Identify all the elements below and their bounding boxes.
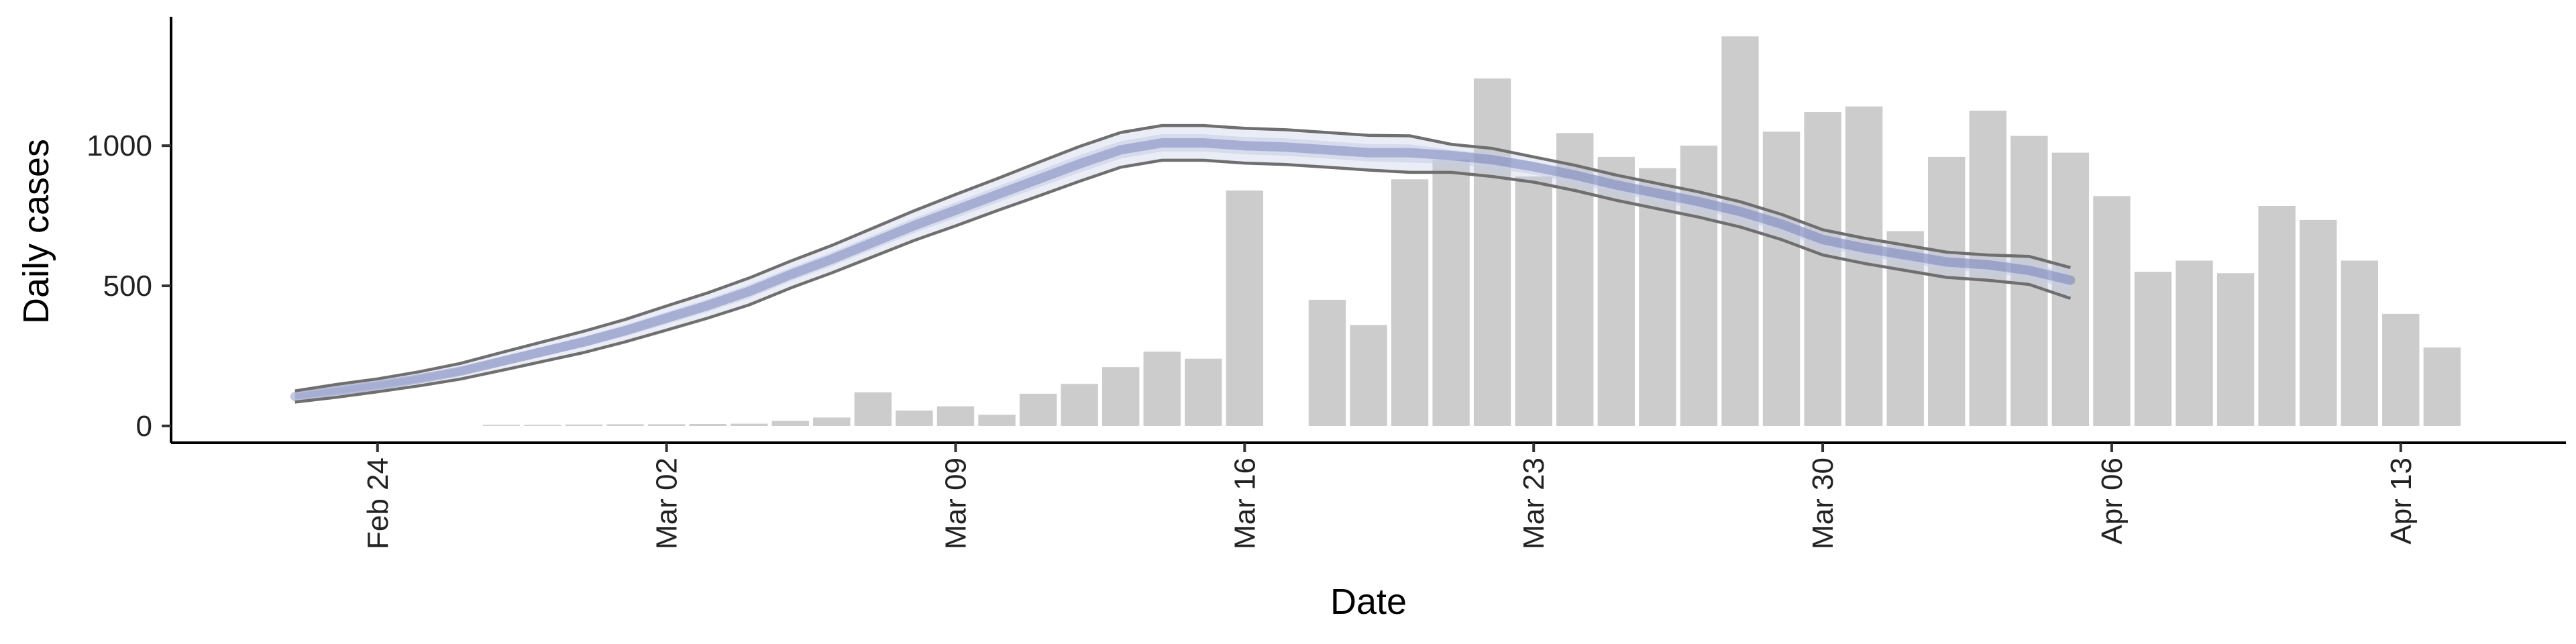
bar xyxy=(2341,260,2378,426)
x-tick-labels: Feb 24 Mar 02 Mar 09 Mar 16 Mar 23 Mar 30 Apr … xyxy=(362,458,2418,549)
x-tick-label: Mar 02 xyxy=(651,458,684,549)
y-axis-title: Daily cases xyxy=(16,139,56,324)
bars-layer xyxy=(482,36,2461,426)
bar xyxy=(896,410,933,426)
bar xyxy=(524,425,561,426)
bar xyxy=(1762,131,1801,426)
x-tick-label: Apr 13 xyxy=(2385,458,2418,545)
bar xyxy=(1226,191,1264,426)
line-layer xyxy=(290,123,2076,404)
bar xyxy=(813,417,851,426)
bar xyxy=(2216,273,2255,426)
bar xyxy=(1804,112,1841,426)
y-tick-label: 500 xyxy=(103,270,152,303)
bar xyxy=(1473,78,1511,426)
bar xyxy=(2299,219,2337,426)
x-tick-label: Mar 16 xyxy=(1228,458,1261,549)
bar xyxy=(1019,393,1057,426)
bar xyxy=(731,423,768,426)
upper-bound-line xyxy=(294,123,2071,392)
bar xyxy=(1102,367,1140,426)
bar xyxy=(1680,146,1718,426)
bar xyxy=(978,415,1016,426)
y-tick-labels: 0 500 1000 xyxy=(87,129,152,443)
bar xyxy=(2258,205,2296,426)
bar xyxy=(854,392,892,426)
bar xyxy=(482,425,521,426)
y-tick-label: 0 xyxy=(136,410,152,443)
bar xyxy=(689,424,727,426)
bar xyxy=(1928,156,1966,426)
bar xyxy=(1350,325,1387,426)
median-line xyxy=(290,138,2076,402)
lower-bound-line xyxy=(294,158,2072,404)
bar xyxy=(2423,347,2461,426)
bar xyxy=(1061,384,1098,426)
bar xyxy=(647,424,686,426)
bar xyxy=(565,424,603,426)
bar xyxy=(1515,176,1552,426)
x-tick-label: Feb 24 xyxy=(362,458,394,549)
bar xyxy=(2134,272,2172,426)
axes-layer xyxy=(162,17,2566,452)
bar xyxy=(2176,260,2213,426)
bar xyxy=(1391,179,1429,426)
bar xyxy=(1308,299,1346,426)
bar xyxy=(606,424,644,426)
x-tick-label: Apr 06 xyxy=(2096,458,2129,545)
x-tick-label: Mar 30 xyxy=(1807,458,1839,549)
band-layer xyxy=(294,125,2071,402)
bar xyxy=(2382,313,2420,426)
bar xyxy=(1185,358,1222,426)
x-tick-label: Mar 23 xyxy=(1517,458,1550,549)
bar xyxy=(1432,160,1470,426)
bar xyxy=(771,421,809,426)
bar xyxy=(936,406,975,426)
y-tick-label: 1000 xyxy=(87,129,152,162)
bar xyxy=(1143,352,1181,426)
bar xyxy=(2093,196,2131,426)
x-tick-label: Mar 09 xyxy=(940,458,973,549)
x-axis-title: Date xyxy=(1330,582,1407,622)
